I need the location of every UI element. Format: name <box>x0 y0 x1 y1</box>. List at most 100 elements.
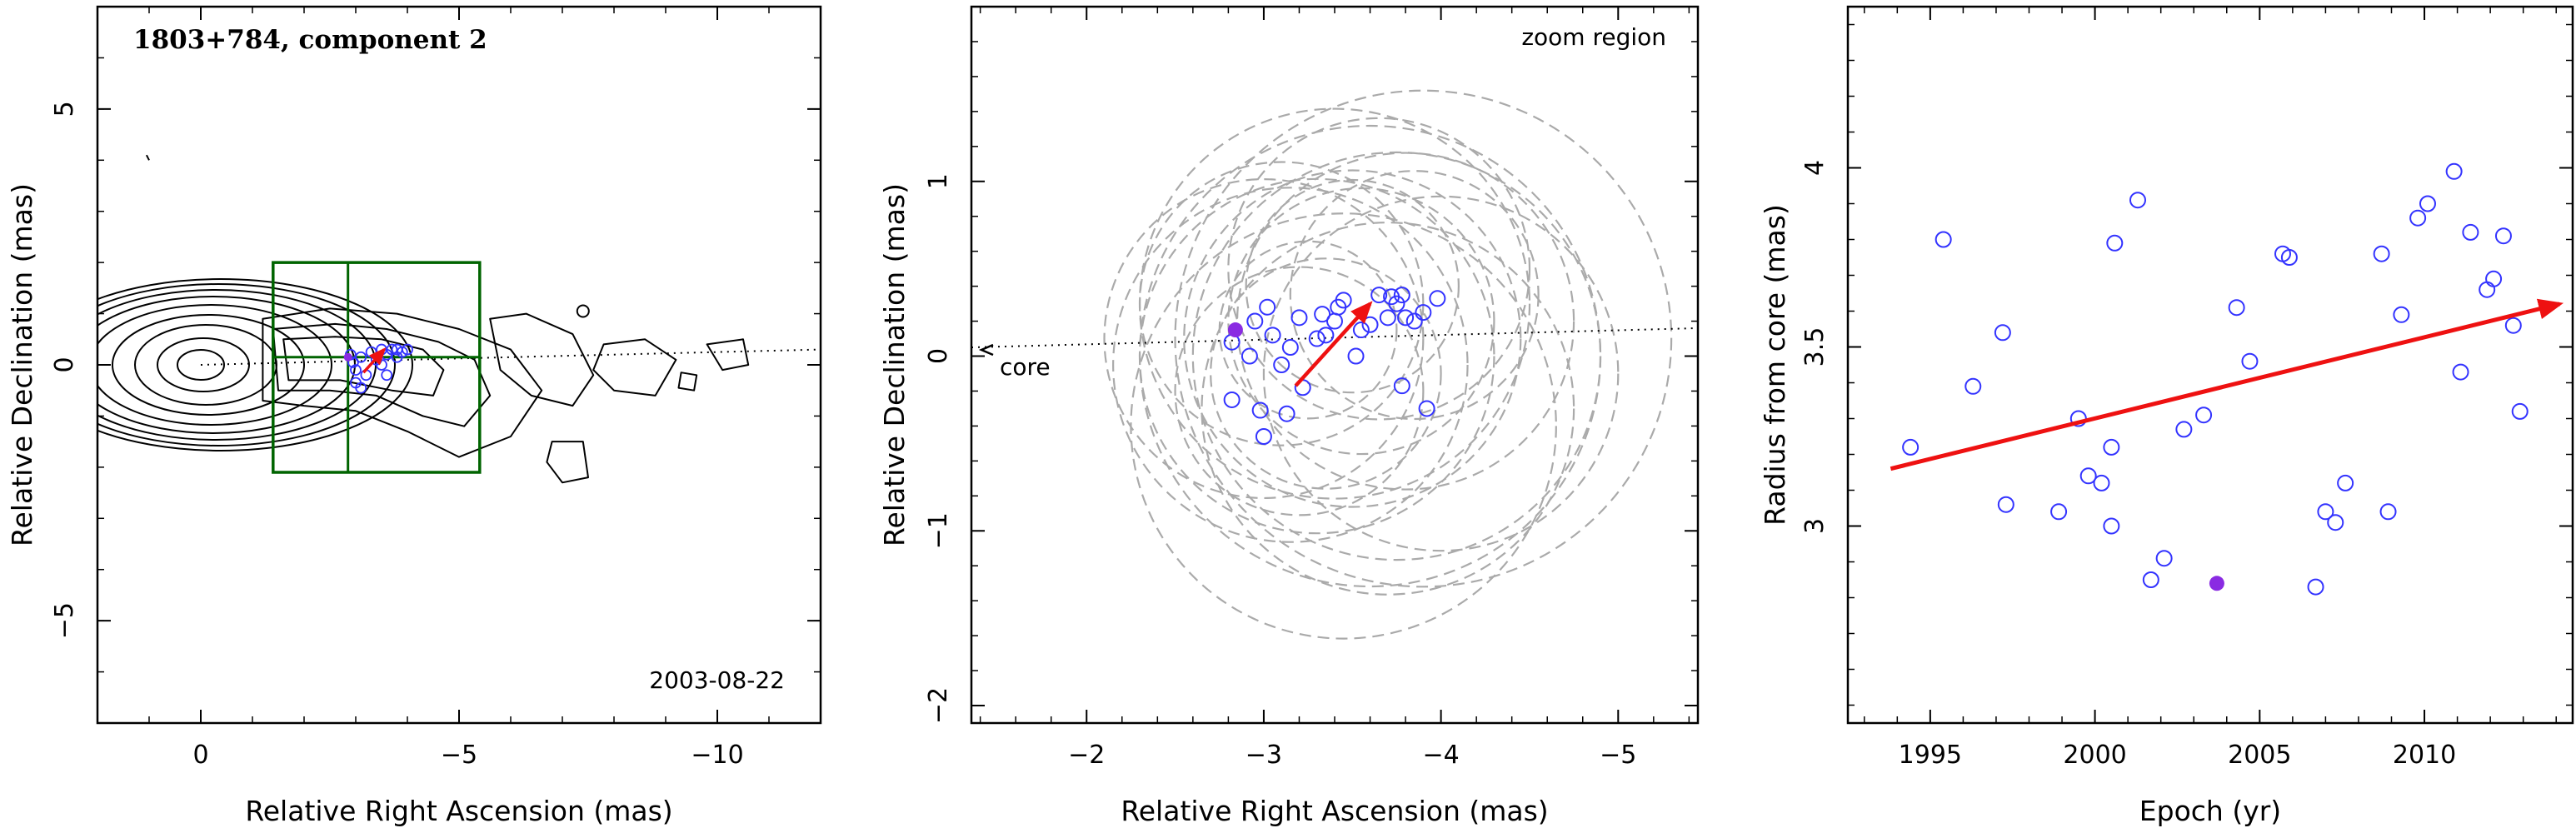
jet-contour <box>489 312 595 407</box>
radius-point <box>2155 550 2173 567</box>
component-point <box>1259 298 1276 316</box>
core-arrow-icon <box>978 343 994 357</box>
radius-point <box>2504 317 2522 334</box>
highlight-point <box>2209 576 2224 591</box>
radius-point <box>2445 162 2463 180</box>
component-size-circle <box>1138 124 1602 588</box>
panel-3-frame <box>1846 5 2574 725</box>
component-point <box>1326 312 1343 330</box>
radius-point <box>2337 474 2354 491</box>
x-tick-label: 2005 <box>2228 741 2291 770</box>
radius-point <box>2228 299 2245 317</box>
panel-2-ticks: −2 −3 −4 −5 −2 −1 0 1 <box>924 7 1698 770</box>
component-size-circles <box>1103 89 1673 640</box>
radius-point <box>2103 517 2120 535</box>
panel-3-x-axis-title: Epoch (yr) <box>2139 795 2281 827</box>
radius-point <box>2419 195 2436 212</box>
x-tick-label: −4 <box>1422 741 1459 770</box>
motion-arrow <box>362 347 387 374</box>
radius-point <box>2093 474 2110 491</box>
component-point <box>391 351 403 363</box>
y-tick-label: 0 <box>924 348 953 364</box>
epoch-annotation: 2003-08-22 <box>649 666 785 694</box>
panel-2-y-axis-title: Relative Declination (mas) <box>878 183 911 546</box>
component-point <box>1352 322 1370 339</box>
jet-contour <box>677 372 698 392</box>
core-contour <box>97 283 396 446</box>
core-contour <box>157 337 250 392</box>
core-contour <box>112 314 305 416</box>
jet-contour <box>272 322 492 427</box>
y-tick-label: 5 <box>50 101 79 117</box>
component-size-circle <box>1138 161 1425 446</box>
radius-point <box>2175 421 2193 438</box>
component-point <box>381 369 393 382</box>
component-point <box>1273 357 1290 373</box>
component-positions-zoom <box>1223 287 1446 445</box>
core-contour <box>134 324 277 406</box>
panel-1-ticks: 0 −5 −10 −5 0 5 <box>50 6 821 770</box>
component-point <box>1314 306 1331 323</box>
component-point <box>1361 316 1379 333</box>
component-point <box>1418 400 1435 417</box>
panel-1-title: 1803+784, component 2 <box>133 25 487 55</box>
component-point <box>1251 402 1269 419</box>
x-tick-label: 0 <box>192 741 208 770</box>
radius-point <box>2409 209 2427 227</box>
component-point <box>1347 347 1365 365</box>
component-size-circle <box>1112 187 1469 543</box>
radius-point <box>2317 503 2334 521</box>
radius-point <box>2485 270 2503 287</box>
radius-point <box>2479 281 2496 298</box>
radius-point <box>2103 438 2120 456</box>
y-tick-label: −2 <box>924 687 953 724</box>
component-size-circle <box>1183 169 1522 508</box>
component-point <box>355 382 367 394</box>
radius-point <box>1994 324 2011 342</box>
component-point <box>1393 377 1410 395</box>
motion-arrow <box>1294 301 1373 387</box>
component-point <box>1241 347 1258 365</box>
isolated-contour <box>576 304 590 318</box>
radius-point <box>1902 438 1920 456</box>
component-point <box>1379 309 1396 327</box>
component-size-circle <box>1174 266 1425 516</box>
radius-point <box>2129 192 2146 209</box>
x-tick-label: −3 <box>1246 741 1282 770</box>
highlight-point <box>343 352 352 362</box>
jet-contour <box>262 307 543 458</box>
radius-point <box>2241 352 2259 370</box>
component-point <box>1429 290 1446 307</box>
radius-point <box>2494 227 2512 245</box>
y-tick-label: −5 <box>50 602 79 639</box>
core-contour <box>177 349 225 381</box>
component-size-circle <box>1227 117 1531 421</box>
radius-point <box>1997 496 2014 513</box>
component-size-circle <box>1138 177 1495 535</box>
zoom-region-label: zoom region <box>1521 23 1666 51</box>
panel-3-y-axis-title: Radius from core (mas) <box>1759 204 1791 526</box>
radius-point <box>2142 571 2159 588</box>
jet-contour <box>706 338 750 372</box>
component-point <box>1415 304 1432 322</box>
component-point <box>1317 327 1335 344</box>
core-label: core <box>1000 353 1051 381</box>
component-size-circle <box>1236 152 1575 491</box>
component-point <box>1281 339 1299 357</box>
component-point <box>1405 312 1423 330</box>
x-tick-label: 2010 <box>2393 741 2456 770</box>
radius-point <box>2373 245 2390 262</box>
component-point <box>1388 295 1405 312</box>
jet-contour <box>592 338 677 397</box>
component-size-circle <box>1191 151 1602 561</box>
component-size-circle <box>1201 222 1575 596</box>
component-point <box>402 343 413 356</box>
radius-point <box>2452 363 2469 381</box>
core-contour <box>97 304 332 426</box>
x-tick-label: −5 <box>1600 741 1636 770</box>
component-point <box>1278 405 1295 422</box>
component-point <box>1290 309 1308 327</box>
component-size-circle <box>1289 170 1540 421</box>
component-point <box>1223 391 1241 408</box>
